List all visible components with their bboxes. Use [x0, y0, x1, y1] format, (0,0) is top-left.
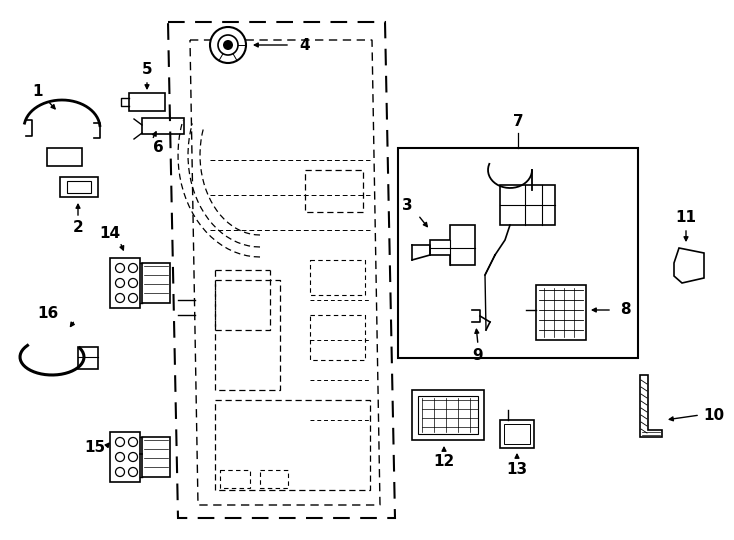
Bar — [500, 420, 534, 448]
Text: 7: 7 — [512, 114, 523, 130]
Bar — [129, 93, 165, 111]
Bar — [142, 263, 170, 303]
Text: 6: 6 — [153, 140, 164, 156]
Text: 11: 11 — [675, 211, 697, 226]
Text: 15: 15 — [84, 441, 106, 456]
Bar — [78, 347, 98, 369]
Text: 1: 1 — [33, 84, 43, 98]
Text: 4: 4 — [299, 37, 310, 52]
Bar — [67, 181, 91, 193]
Bar — [142, 437, 170, 477]
Bar — [398, 148, 638, 358]
Text: 5: 5 — [142, 62, 153, 77]
Bar — [110, 432, 140, 482]
Bar — [504, 424, 530, 444]
Bar — [418, 396, 478, 434]
Bar — [142, 118, 184, 134]
Bar — [536, 285, 586, 340]
Bar — [60, 177, 98, 197]
Bar — [260, 470, 288, 488]
Bar — [412, 390, 484, 440]
Text: 14: 14 — [99, 226, 120, 241]
Text: 12: 12 — [433, 455, 454, 469]
Text: 3: 3 — [401, 199, 413, 213]
Bar — [305, 170, 363, 212]
Bar — [310, 260, 365, 295]
Bar — [310, 315, 365, 360]
Text: 16: 16 — [37, 306, 59, 321]
Bar — [47, 148, 82, 166]
Text: 10: 10 — [703, 408, 724, 422]
Bar — [110, 258, 140, 308]
Bar — [220, 470, 250, 488]
Bar — [500, 185, 555, 225]
Text: 9: 9 — [473, 348, 483, 363]
Circle shape — [223, 40, 233, 50]
Text: 8: 8 — [619, 302, 631, 318]
Circle shape — [210, 27, 246, 63]
Text: 13: 13 — [506, 462, 528, 477]
Text: 2: 2 — [73, 220, 84, 235]
